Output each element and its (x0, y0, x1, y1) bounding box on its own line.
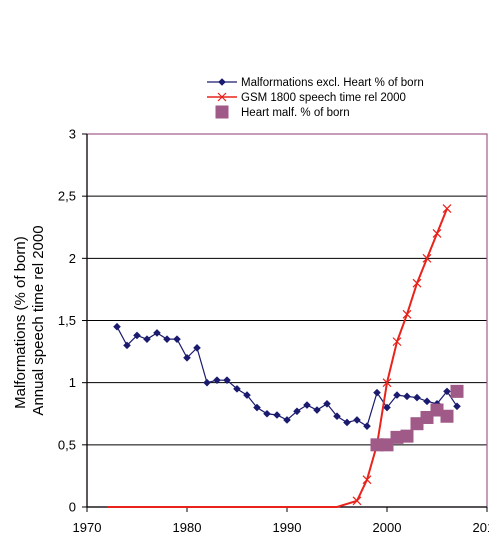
data-point-diamond (283, 416, 291, 424)
data-point-diamond (323, 400, 331, 408)
data-point-x (362, 475, 372, 485)
x-tick-label: 2010 (473, 520, 489, 535)
data-point-diamond (263, 409, 271, 418)
data-point-square (430, 403, 444, 417)
data-point-diamond (223, 376, 231, 384)
data-point-x (392, 337, 402, 347)
y-axis-label-line-2: Annual speech time rel 2000 (30, 225, 47, 415)
data-point-diamond (143, 335, 151, 343)
data-point-x (382, 378, 392, 388)
data-point-diamond (203, 378, 211, 387)
data-point-diamond (313, 406, 321, 414)
y-tick-label: 0,5 (58, 437, 76, 452)
data-point-x (432, 229, 442, 238)
data-point-diamond (393, 391, 401, 399)
x-tick-label: 1990 (273, 520, 302, 535)
y-tick-label: 1 (69, 375, 76, 390)
data-point-diamond (373, 388, 381, 397)
data-point-diamond (173, 335, 181, 343)
series-3 (370, 384, 464, 452)
data-point-x (442, 204, 452, 214)
data-point-diamond (253, 403, 261, 412)
y-tick-label: 2 (69, 251, 76, 266)
legend-item: GSM 1800 speech time rel 2000 (207, 92, 406, 104)
y-tick-label: 2,5 (58, 189, 76, 204)
legend-item: Heart malf. % of born (215, 105, 350, 119)
data-point-diamond (293, 407, 301, 416)
y-tick-label: 1,5 (58, 313, 76, 328)
axes: 0 0,5 1 1,5 2 2,5 3 1970 1980 1990 2000 2010 (58, 127, 489, 536)
data-point-x (402, 309, 412, 319)
data-point-square (380, 438, 394, 452)
y-axis-label-line-1: Malformations (% of born) (12, 236, 29, 409)
data-point-diamond (353, 416, 361, 424)
data-point-x (422, 253, 432, 263)
series-group (107, 204, 464, 508)
data-point-diamond (333, 412, 341, 421)
data-point-diamond (163, 335, 171, 343)
data-point-diamond (383, 403, 391, 412)
data-point-diamond (123, 341, 131, 350)
data-point-square (440, 409, 454, 423)
legend: Malformations excl. Heart % of born GSM 1… (207, 77, 424, 119)
series-1 (113, 322, 461, 430)
data-point-square (390, 430, 404, 444)
x-tick-label: 1980 (173, 520, 202, 535)
data-point-diamond (133, 331, 141, 340)
data-point-square (450, 384, 464, 398)
data-point-diamond (183, 354, 191, 362)
data-point-diamond (218, 78, 226, 86)
series-2 (107, 204, 452, 508)
data-point-x (217, 92, 227, 102)
series-line (107, 208, 448, 508)
legend-item: Malformations excl. Heart % of born (207, 77, 424, 89)
data-point-diamond (343, 418, 351, 427)
data-point-diamond (273, 411, 281, 419)
legend-label: Heart malf. % of born (241, 107, 350, 119)
y-tick-label: 3 (69, 127, 76, 142)
data-point-diamond (233, 385, 241, 393)
data-point-x (352, 496, 362, 506)
y-axis-label: Malformations (% of born) Annual speech … (12, 225, 47, 415)
data-point-square (420, 410, 434, 424)
data-point-square (410, 417, 424, 431)
data-point-diamond (213, 376, 221, 384)
data-point-square (370, 438, 384, 452)
data-point-square (215, 105, 229, 119)
data-point-diamond (453, 402, 461, 411)
data-point-diamond (243, 391, 251, 399)
data-point-diamond (403, 392, 411, 401)
data-point-diamond (153, 329, 161, 337)
x-tick-label: 1970 (73, 520, 102, 535)
data-point-square (400, 429, 414, 443)
x-tick-label: 2000 (373, 520, 402, 535)
data-point-diamond (113, 322, 121, 331)
data-point-diamond (423, 397, 431, 406)
legend-label: GSM 1800 speech time rel 2000 (241, 92, 406, 104)
data-point-x (412, 278, 422, 288)
data-point-diamond (303, 401, 311, 409)
y-tick-label: 0 (69, 500, 76, 515)
data-point-diamond (363, 422, 371, 430)
data-point-diamond (413, 393, 421, 402)
data-point-diamond (443, 387, 451, 396)
legend-label: Malformations excl. Heart % of born (241, 77, 424, 89)
data-point-diamond (193, 344, 201, 352)
